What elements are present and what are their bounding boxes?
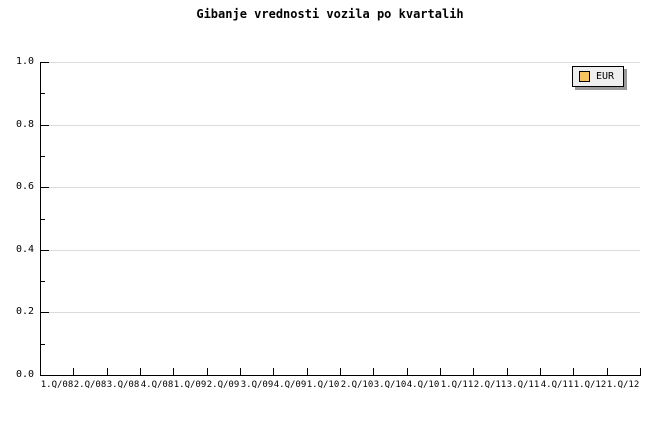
x-axis-tick bbox=[407, 368, 408, 375]
x-axis-tick bbox=[173, 368, 174, 375]
y-minor-tick bbox=[41, 219, 45, 220]
x-tick-label: 3.Q/08 bbox=[106, 380, 140, 390]
x-tick-label: 2.Q/11 bbox=[473, 380, 507, 390]
x-tick-label: 1.Q/11 bbox=[440, 380, 474, 390]
x-tick-label: 4.Q/09 bbox=[273, 380, 307, 390]
x-tick-label: 1.Q/10 bbox=[306, 380, 340, 390]
x-tick-label: 1.Q/09 bbox=[173, 380, 207, 390]
x-axis-line bbox=[40, 375, 641, 376]
x-tick-label: 3.Q/11 bbox=[506, 380, 540, 390]
y-minor-tick bbox=[41, 344, 45, 345]
x-axis-tick bbox=[107, 368, 108, 375]
legend: EUR bbox=[572, 66, 625, 87]
x-tick-label: 1.Q/08 bbox=[40, 380, 74, 390]
y-minor-tick bbox=[41, 93, 45, 94]
y-major-tick bbox=[41, 62, 49, 63]
y-tick-label: 0.0 bbox=[15, 369, 34, 380]
x-tick-label: 4.Q/11 bbox=[540, 380, 574, 390]
x-tick-label: 1.Q/12 bbox=[573, 380, 607, 390]
x-tick-label: 1.Q/12 bbox=[606, 380, 640, 390]
x-axis-tick bbox=[340, 368, 341, 375]
x-axis-tick bbox=[73, 368, 74, 375]
x-axis-tick bbox=[640, 368, 641, 375]
x-axis-tick bbox=[607, 368, 608, 375]
x-axis-tick bbox=[473, 368, 474, 375]
y-gridline bbox=[40, 250, 640, 251]
x-tick-label: 2.Q/08 bbox=[73, 380, 107, 390]
y-major-tick bbox=[41, 375, 49, 376]
x-axis-tick bbox=[440, 368, 441, 375]
y-tick-label: 0.8 bbox=[15, 119, 34, 130]
x-axis-tick bbox=[140, 368, 141, 375]
x-axis-tick bbox=[373, 368, 374, 375]
y-gridline bbox=[40, 187, 640, 188]
y-gridline bbox=[40, 125, 640, 126]
y-minor-tick bbox=[41, 281, 45, 282]
legend-swatch-eur bbox=[579, 71, 590, 82]
x-tick-label: 2.Q/09 bbox=[206, 380, 240, 390]
x-tick-label: 2.Q/10 bbox=[340, 380, 374, 390]
y-gridline bbox=[40, 62, 640, 63]
x-tick-label: 4.Q/10 bbox=[406, 380, 440, 390]
x-axis-tick bbox=[240, 368, 241, 375]
x-axis-tick bbox=[307, 368, 308, 375]
y-tick-label: 0.4 bbox=[15, 244, 34, 255]
legend-label-eur: EUR bbox=[596, 71, 615, 82]
x-tick-label: 4.Q/08 bbox=[140, 380, 174, 390]
y-major-tick bbox=[41, 250, 49, 251]
y-major-tick bbox=[41, 125, 49, 126]
y-axis-line bbox=[40, 62, 41, 376]
x-axis-tick bbox=[540, 368, 541, 375]
x-axis-tick bbox=[507, 368, 508, 375]
x-axis-tick bbox=[207, 368, 208, 375]
x-axis-tick bbox=[273, 368, 274, 375]
y-gridline bbox=[40, 312, 640, 313]
x-tick-label: 3.Q/09 bbox=[240, 380, 274, 390]
chart-title: Gibanje vrednosti vozila po kvartalih bbox=[196, 7, 464, 21]
y-tick-label: 0.6 bbox=[15, 181, 34, 192]
y-major-tick bbox=[41, 312, 49, 313]
x-axis-tick bbox=[573, 368, 574, 375]
y-tick-label: 0.2 bbox=[15, 306, 34, 317]
y-tick-label: 1.0 bbox=[15, 56, 34, 67]
x-tick-label: 3.Q/10 bbox=[373, 380, 407, 390]
y-major-tick bbox=[41, 187, 49, 188]
y-minor-tick bbox=[41, 156, 45, 157]
